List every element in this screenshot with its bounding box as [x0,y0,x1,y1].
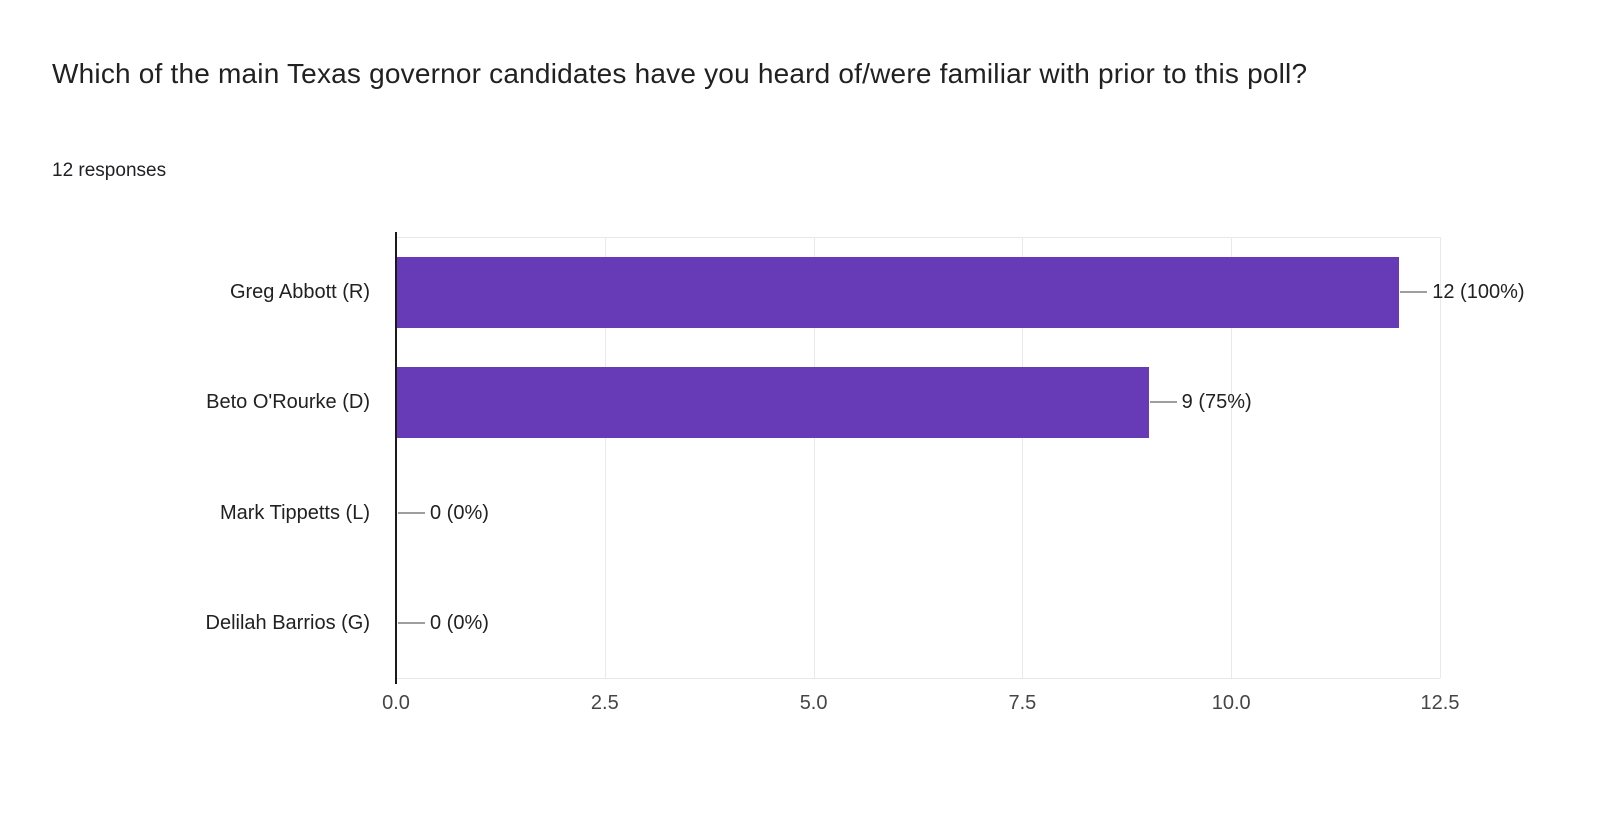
connector-line [398,511,425,514]
gridline [1440,237,1441,678]
x-tick-label: 0.0 [382,692,410,714]
bar-value-label: 12 (100%) [1432,281,1525,304]
x-tick-label: 12.5 [1420,692,1460,714]
responses-count: 12 responses [52,160,167,181]
category-label: Beto O'Rourke (D) [206,391,370,414]
gridline [1022,237,1024,678]
x-tick-label: 7.5 [1008,692,1037,714]
x-tick-label: 10.0 [1211,692,1251,714]
bar-value-label: 0 (0%) [430,501,489,524]
category-label: Greg Abbott (R) [229,281,370,304]
category-label: Mark Tippetts (L) [219,501,370,524]
gridline [604,237,606,678]
connector-line [398,621,425,624]
gridline [813,237,815,678]
connector-line [1149,401,1177,404]
gridline [1231,237,1233,678]
x-tick-label: 2.5 [590,692,619,714]
bar [397,256,1400,328]
question-title: Which of the main Texas governor candida… [52,58,1308,89]
bar-value-label: 9 (75%) [1181,391,1252,414]
category-label: Delilah Barrios (G) [205,611,370,634]
plot-border-top [396,237,1440,238]
plot-border-bottom [396,678,1440,679]
connector-line [1400,291,1428,294]
bar-value-label: 0 (0%) [430,611,489,634]
x-tick-label: 5.0 [799,692,828,714]
bar [397,366,1149,438]
x-axis-line [395,232,397,684]
